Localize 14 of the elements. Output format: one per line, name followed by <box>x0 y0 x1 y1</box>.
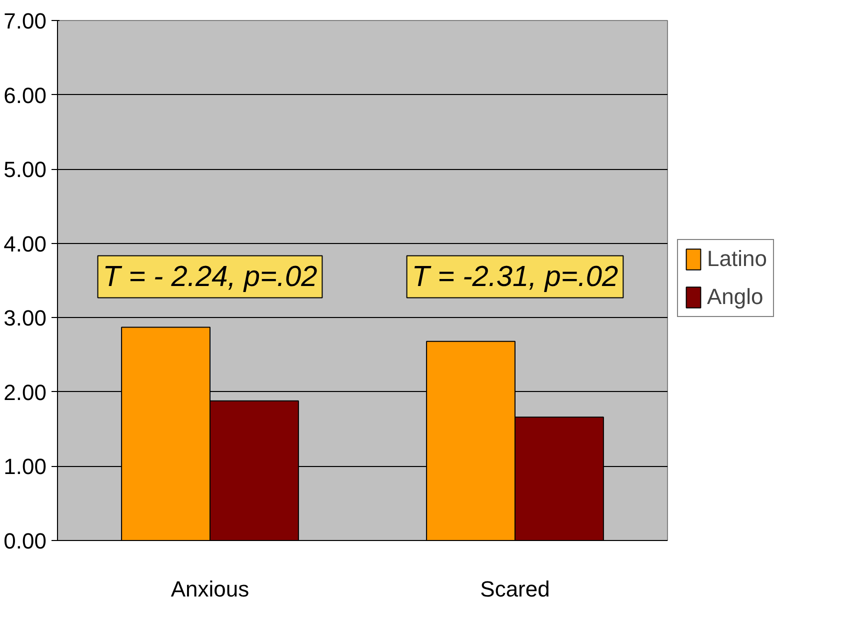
y-tick-label: 6.00 <box>4 82 47 108</box>
y-tick-label: 7.00 <box>4 8 47 34</box>
y-tick-label: 4.00 <box>4 231 47 256</box>
annotation: T = -2.31, p=.02 <box>412 260 618 293</box>
legend-label: Anglo <box>707 284 764 310</box>
y-tick-label: 1.00 <box>4 454 47 480</box>
y-tick-label: 5.00 <box>4 157 47 182</box>
legend-label: Latino <box>707 246 767 272</box>
x-tick-label: Scared <box>480 576 550 602</box>
annotation: T = - 2.24, p=.02 <box>102 260 318 293</box>
y-tick-label: 2.00 <box>4 380 47 405</box>
x-tick-label: Anxious <box>170 576 250 602</box>
y-tick-label: 3.00 <box>4 306 47 331</box>
y-tick-label: 0.00 <box>4 528 47 554</box>
